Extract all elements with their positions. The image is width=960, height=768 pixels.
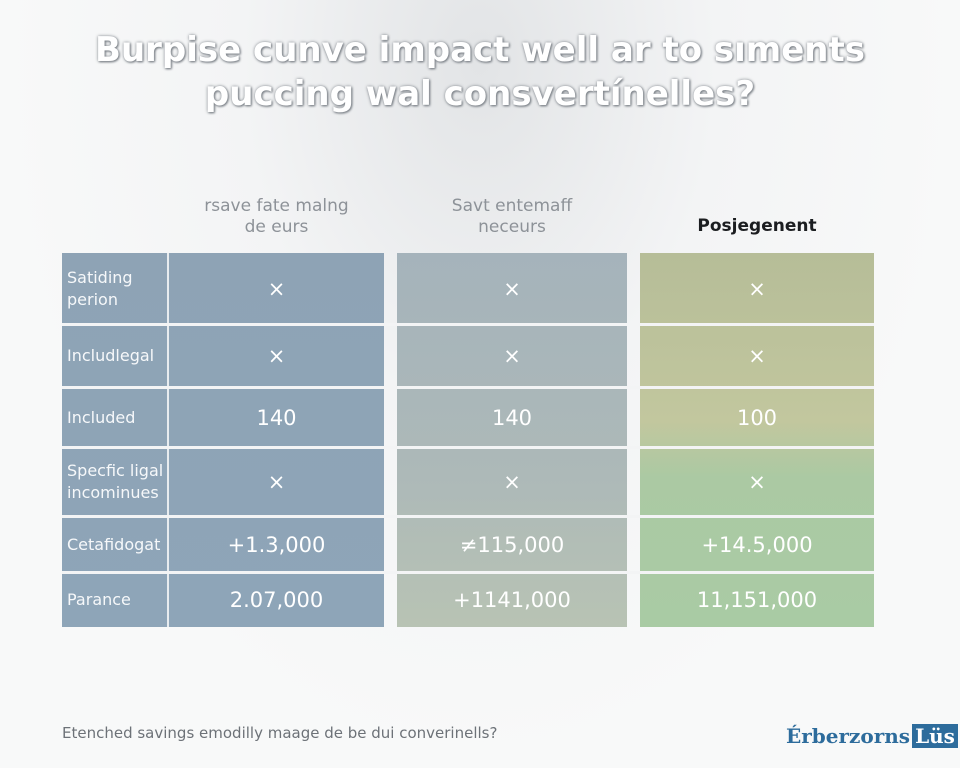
title: Burpise cunve impact well ar to sıments … xyxy=(95,30,865,114)
column-background xyxy=(640,253,874,627)
table-cell: +14.5,000 xyxy=(701,532,813,557)
column-divider xyxy=(167,253,169,627)
footer-note: Etenched savings emodilly maage de be du… xyxy=(62,724,498,742)
table-cell: +1.3,000 xyxy=(227,532,326,557)
row-label: Specfic ligal incominues xyxy=(67,461,164,502)
table-cell: 140 xyxy=(491,405,533,430)
table-cell: × xyxy=(267,276,286,301)
row-separator xyxy=(62,386,874,389)
column-header: Posjegenent xyxy=(697,216,817,236)
row-label: Parance xyxy=(67,590,131,609)
row-separator xyxy=(62,515,874,518)
column-background xyxy=(62,253,384,627)
table-cell: × xyxy=(503,276,521,301)
logo-badge: Lüs xyxy=(912,724,958,748)
row-separator xyxy=(62,571,874,574)
table-cell: × xyxy=(503,344,521,368)
table-cell: 2.07,000 xyxy=(229,588,324,612)
table-cell: 100 xyxy=(736,405,778,430)
column-background xyxy=(397,253,627,627)
row-separator xyxy=(62,323,874,326)
table-cell: × xyxy=(267,344,286,368)
table-cell: +1141,000 xyxy=(453,588,571,612)
row-label: Includlegal xyxy=(67,346,155,365)
row-label: Satiding perion xyxy=(67,267,133,309)
row-label: Included xyxy=(67,407,136,427)
table-cell: × xyxy=(748,276,766,301)
column-header: Savt entemaff neceurs xyxy=(451,196,573,237)
table-cell: 11,151,000 xyxy=(696,588,818,612)
table-cell: × xyxy=(503,470,521,494)
table-cell: ≠115,000 xyxy=(459,532,565,557)
column-header: rsave fate malng de eurs xyxy=(204,196,349,237)
logo: Érberzorns Lüs xyxy=(786,724,958,748)
row-separator xyxy=(62,446,874,449)
row-label: Cetafidogat xyxy=(67,534,161,554)
table-cell: 140 xyxy=(256,405,297,430)
table-cell: × xyxy=(748,470,766,494)
table-cell: × xyxy=(748,344,766,368)
table-cell: × xyxy=(267,470,286,494)
logo-text: Érberzorns xyxy=(786,724,911,748)
